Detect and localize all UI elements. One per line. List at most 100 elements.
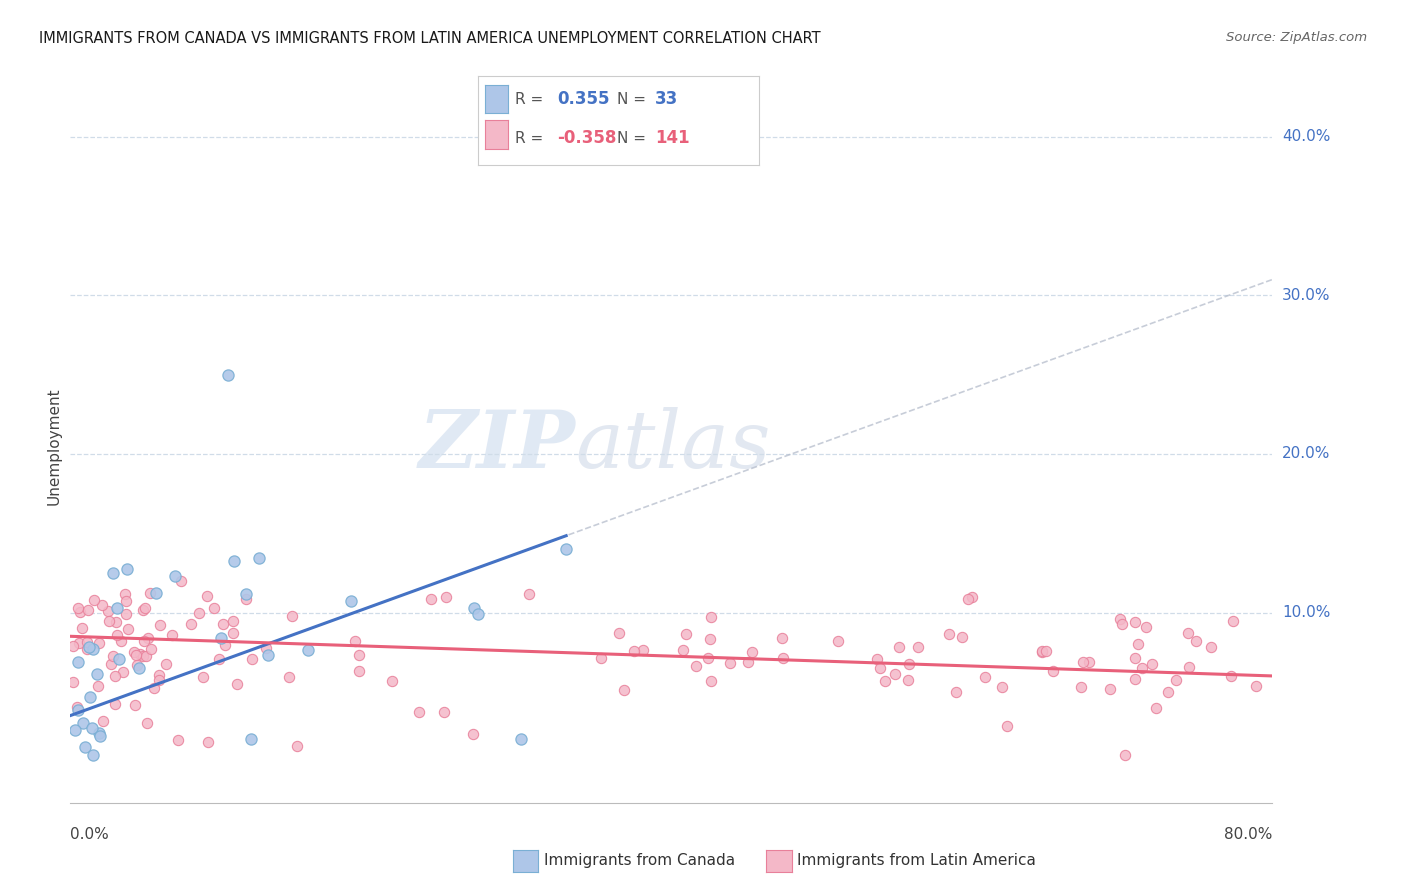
Point [280, 608, 302, 623]
Point [1185, 633, 1208, 648]
Text: 0.355: 0.355 [557, 90, 609, 108]
Point [1177, 625, 1199, 640]
Point [86, 667, 108, 681]
Point [434, 590, 457, 604]
Text: 141: 141 [655, 129, 690, 147]
Point [115, 607, 138, 622]
Point [135, 649, 157, 664]
Point [555, 542, 578, 557]
Point [1123, 651, 1146, 665]
Point [907, 640, 929, 654]
Point [613, 683, 636, 698]
Point [104, 669, 127, 683]
Point [889, 640, 911, 655]
Point [1070, 680, 1092, 694]
Point [222, 626, 245, 640]
Point [132, 603, 155, 617]
Point [1199, 640, 1222, 654]
Point [419, 592, 441, 607]
Point [408, 705, 430, 719]
Text: 33: 33 [655, 90, 679, 108]
Point [875, 674, 897, 689]
Point [76, 635, 98, 649]
Point [124, 645, 146, 659]
Point [104, 697, 127, 711]
Point [1114, 748, 1136, 763]
Text: -0.358: -0.358 [557, 129, 616, 147]
Point [675, 626, 697, 640]
Point [1099, 682, 1122, 697]
Point [90, 598, 112, 612]
Point [214, 639, 236, 653]
Point [63, 723, 86, 737]
Point [87, 679, 110, 693]
Point [180, 616, 202, 631]
Text: 0.0%: 0.0% [70, 827, 110, 841]
Point [91, 714, 114, 729]
Point [110, 633, 132, 648]
Point [235, 587, 257, 601]
Point [256, 648, 278, 662]
Point [62, 639, 84, 653]
Point [217, 368, 239, 382]
Point [254, 641, 277, 656]
Point [148, 667, 170, 681]
Point [103, 649, 125, 664]
Point [167, 732, 190, 747]
Point [347, 648, 370, 663]
Point [82, 748, 104, 763]
Point [104, 615, 127, 629]
Text: ZIP: ZIP [419, 408, 575, 484]
Point [134, 633, 156, 648]
Point [1123, 672, 1146, 686]
Point [108, 652, 131, 666]
Point [145, 586, 167, 600]
Point [97, 604, 120, 618]
Point [699, 632, 721, 647]
Point [1164, 673, 1187, 687]
Point [770, 631, 793, 645]
Point [141, 642, 163, 657]
Point [433, 705, 456, 719]
Text: 10.0%: 10.0% [1282, 605, 1330, 620]
Point [239, 732, 262, 747]
Point [741, 645, 763, 659]
Point [1035, 644, 1057, 658]
Point [344, 634, 367, 648]
Point [66, 656, 89, 670]
Point [69, 605, 91, 619]
Point [278, 670, 301, 684]
Point [623, 644, 645, 658]
Point [995, 719, 1018, 733]
Text: 30.0%: 30.0% [1282, 288, 1330, 303]
Point [136, 632, 159, 646]
Text: N =: N = [617, 131, 647, 145]
Point [883, 667, 905, 681]
Text: atlas: atlas [575, 408, 770, 484]
Point [517, 587, 540, 601]
Point [87, 726, 110, 740]
Text: R =: R = [515, 131, 543, 145]
Text: 40.0%: 40.0% [1282, 129, 1330, 145]
Point [1111, 617, 1133, 632]
Point [226, 677, 249, 691]
Point [463, 727, 485, 741]
Point [1031, 644, 1053, 658]
Point [111, 665, 134, 679]
Point [866, 652, 889, 666]
Point [950, 630, 973, 644]
Point [128, 648, 150, 662]
Point [142, 681, 165, 695]
Point [1220, 669, 1243, 683]
Text: Immigrants from Canada: Immigrants from Canada [544, 854, 735, 868]
Point [607, 625, 630, 640]
Point [235, 591, 257, 606]
Point [76, 642, 98, 657]
Point [1178, 660, 1201, 674]
Point [1244, 679, 1267, 693]
Point [1042, 665, 1064, 679]
Point [1132, 661, 1154, 675]
Point [124, 698, 146, 712]
Point [105, 600, 128, 615]
Point [89, 729, 111, 743]
